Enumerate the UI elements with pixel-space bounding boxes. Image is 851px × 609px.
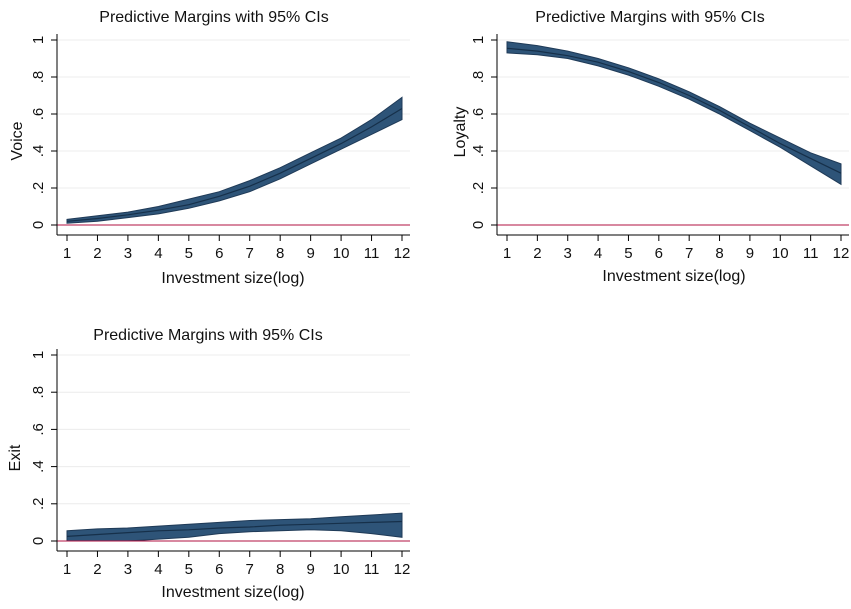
x-tick-label: 9 xyxy=(306,245,314,262)
x-axis-label: Investment size(log) xyxy=(602,268,745,285)
x-axis-label: Investment size(log) xyxy=(161,270,304,287)
y-axis-label: Voice xyxy=(9,121,26,160)
x-tick-label: 8 xyxy=(276,561,284,578)
y-tick-label: .2 xyxy=(30,182,47,195)
y-axis-label: Loyalty xyxy=(452,107,469,158)
y-tick-label: .4 xyxy=(470,145,487,158)
estimate-line xyxy=(506,47,842,174)
x-tick-label: 5 xyxy=(624,245,632,262)
x-tick-label: 12 xyxy=(394,245,411,262)
x-tick-label: 1 xyxy=(503,245,511,262)
panel-voice: Predictive Margins with 95% CIs Investme… xyxy=(9,9,410,287)
x-tick-label: 9 xyxy=(746,245,754,262)
x-tick-label: 3 xyxy=(124,245,132,262)
y-tick-label: .8 xyxy=(470,71,487,84)
ci-band xyxy=(66,96,403,224)
x-tick-label: 2 xyxy=(93,245,101,262)
panel-loyalty: Predictive Margins with 95% CIs Investme… xyxy=(452,9,849,285)
x-tick-label: 5 xyxy=(185,561,193,578)
y-tick-label: 0 xyxy=(470,221,487,229)
panel-title: Predictive Margins with 95% CIs xyxy=(535,9,764,26)
y-axis-label: Exit xyxy=(7,444,24,471)
y-tick-label: 1 xyxy=(30,36,47,44)
x-tick-label: 4 xyxy=(154,245,162,262)
x-axis-label: Investment size(log) xyxy=(161,584,304,601)
x-tick-label: 12 xyxy=(833,245,850,262)
x-tick-label: 10 xyxy=(772,245,789,262)
y-tick-label: .6 xyxy=(30,423,47,436)
x-tick-label: 7 xyxy=(246,245,254,262)
x-tick-label: 12 xyxy=(394,561,411,578)
panel-title: Predictive Margins with 95% CIs xyxy=(93,327,322,344)
y-tick-label: .2 xyxy=(30,498,47,511)
panel-title: Predictive Margins with 95% CIs xyxy=(99,9,328,26)
y-tick-label: 0 xyxy=(30,537,47,545)
x-tick-label: 7 xyxy=(246,561,254,578)
y-tick-label: 1 xyxy=(30,351,47,359)
x-tick-label: 2 xyxy=(533,245,541,262)
x-tick-label: 9 xyxy=(306,561,314,578)
y-tick-label: .4 xyxy=(30,145,47,158)
y-tick-label: .8 xyxy=(30,386,47,399)
panel-exit: Predictive Margins with 95% CIs Investme… xyxy=(7,327,410,601)
x-tick-label: 11 xyxy=(803,245,819,262)
y-tick-label: .8 xyxy=(30,71,47,84)
x-tick-label: 2 xyxy=(93,561,101,578)
x-tick-label: 8 xyxy=(715,245,723,262)
y-tick-label: .4 xyxy=(30,460,47,473)
x-tick-label: 6 xyxy=(215,245,223,262)
y-tick-label: 0 xyxy=(30,221,47,229)
x-tick-label: 11 xyxy=(364,561,380,578)
y-tick-label: .2 xyxy=(470,182,487,195)
x-tick-label: 5 xyxy=(185,245,193,262)
x-tick-label: 6 xyxy=(655,245,663,262)
x-tick-label: 7 xyxy=(685,245,693,262)
y-tick-label: 1 xyxy=(470,36,487,44)
x-tick-label: 1 xyxy=(63,245,71,262)
estimate-line xyxy=(66,520,403,537)
x-tick-label: 10 xyxy=(333,561,350,578)
x-tick-label: 8 xyxy=(276,245,284,262)
ci-band xyxy=(506,41,842,186)
x-tick-label: 3 xyxy=(564,245,572,262)
estimate-line xyxy=(66,107,403,222)
x-tick-label: 4 xyxy=(154,561,162,578)
y-tick-label: .6 xyxy=(30,108,47,121)
x-tick-label: 6 xyxy=(215,561,223,578)
x-tick-label: 3 xyxy=(124,561,132,578)
x-tick-label: 1 xyxy=(63,561,71,578)
x-tick-label: 11 xyxy=(364,245,380,262)
x-tick-label: 10 xyxy=(333,245,350,262)
x-tick-label: 4 xyxy=(594,245,602,262)
y-tick-label: .6 xyxy=(470,108,487,121)
